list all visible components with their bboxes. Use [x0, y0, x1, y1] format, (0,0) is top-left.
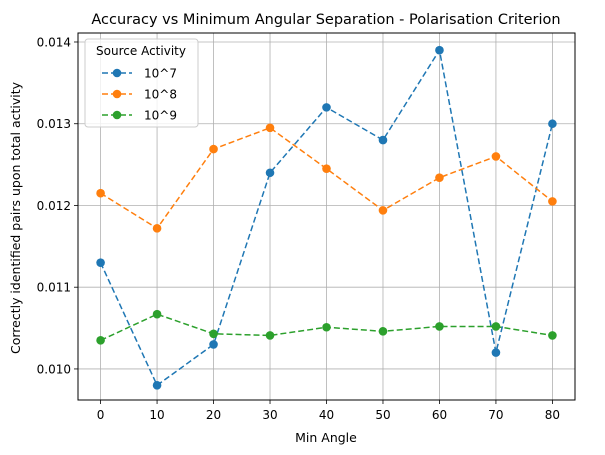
data-point	[322, 322, 331, 332]
legend: Source Activity 10^7 10^8 10^9	[84, 38, 199, 128]
data-point	[548, 331, 557, 340]
data-point	[152, 224, 162, 233]
data-point	[491, 152, 501, 161]
data-point	[435, 173, 444, 182]
data-point	[265, 331, 275, 340]
x-tick-label: 10	[149, 408, 164, 422]
x-tick-label: 20	[206, 408, 221, 422]
y-tick-label: 0.011	[37, 281, 71, 295]
axis-ticks: 0 10 20 30 40 50 60 70 80 0.010 0.011 0.012 0.013 0.0…	[37, 35, 560, 422]
chart-title: Accuracy vs Minimum Angular Separation -…	[91, 12, 560, 28]
legend-title: Source Activity	[96, 44, 186, 58]
x-tick-label: 40	[319, 408, 334, 422]
data-point	[265, 123, 275, 133]
series-layer	[96, 45, 557, 390]
x-tick-label: 80	[545, 408, 560, 422]
legend-label: 10^8	[144, 88, 177, 102]
y-tick-label: 0.014	[37, 35, 71, 49]
legend-label: 10^9	[144, 109, 177, 123]
y-tick-label: 0.013	[37, 117, 71, 131]
data-point	[378, 206, 388, 215]
x-tick-label: 30	[262, 408, 277, 422]
x-tick-label: 0	[97, 408, 105, 422]
legend-box	[84, 38, 199, 128]
data-point	[548, 119, 557, 129]
y-tick-label: 0.012	[37, 199, 71, 213]
data-point	[491, 348, 501, 357]
data-point	[322, 164, 331, 173]
data-point	[435, 45, 444, 55]
data-point	[96, 258, 105, 267]
y-axis-label: Correctly identified pairs upon total ac…	[8, 81, 23, 354]
gridlines	[78, 33, 575, 400]
data-point	[322, 103, 331, 112]
data-point	[152, 309, 162, 319]
legend-marker	[112, 110, 122, 120]
data-point	[209, 329, 218, 339]
data-point	[491, 322, 501, 331]
legend-marker	[112, 68, 122, 78]
data-point	[435, 322, 444, 331]
y-tick-label: 0.010	[37, 362, 71, 376]
x-tick-label: 70	[488, 408, 503, 422]
data-point	[209, 144, 218, 154]
legend-marker	[112, 89, 122, 99]
legend-label: 10^7	[144, 67, 177, 81]
data-point	[152, 380, 162, 390]
data-point	[96, 336, 105, 345]
x-axis-label: Min Angle	[295, 430, 357, 445]
data-point	[96, 188, 105, 198]
data-point	[265, 168, 275, 178]
x-tick-label: 60	[432, 408, 447, 422]
data-point	[548, 197, 557, 206]
data-point	[209, 340, 218, 349]
data-point	[378, 327, 388, 336]
x-tick-label: 50	[375, 408, 390, 422]
data-point	[378, 135, 388, 145]
